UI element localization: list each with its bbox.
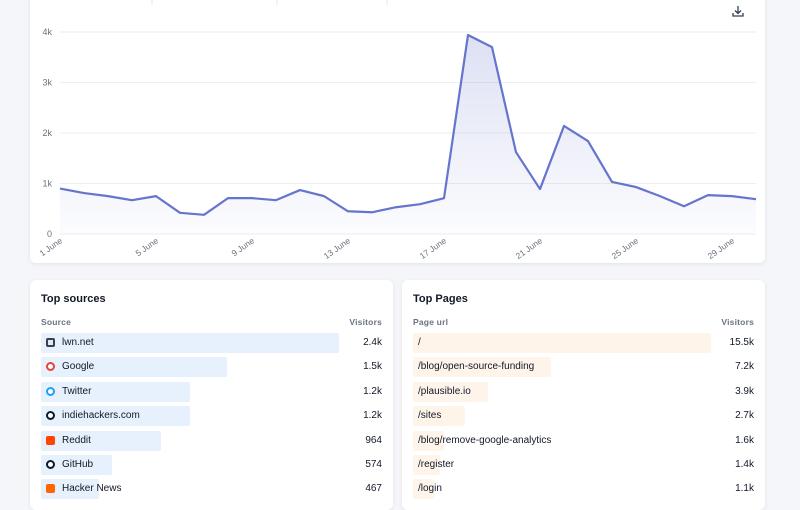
table-row[interactable]: /login 1.1k [413,479,754,500]
label-text: Hacker News [62,483,122,495]
table-row[interactable]: Reddit 964 [41,430,382,451]
table-row[interactable]: indiehackers.com 1.2k [41,406,382,427]
y-tick-label: 2k [42,128,52,138]
bar [413,381,488,402]
row-label: /blog/remove-google-analytics [418,435,551,446]
source-icon [46,411,55,421]
visitors: 964 [365,434,382,446]
table-row[interactable]: lwn.net 2.4k [41,333,382,353]
bar [41,455,113,475]
top-pages-card: Top Pages Page url Visitors / 15.5k/blog/ope… [402,280,765,510]
row-label: Hacker News [46,483,121,494]
visitors: 15.5k [729,337,754,348]
visitors: 1.4k [735,459,754,470]
label-text: /blog/open-source-funding [418,361,535,373]
bar [413,430,444,451]
row-label: /sites [418,410,441,421]
row-label: Google [46,361,94,372]
source-icon [46,435,55,445]
column-header: Page url [413,317,449,327]
visitors: 574 [365,459,382,470]
column-header: Source [41,317,72,327]
row-label: lwn.net [46,337,94,348]
y-tick-label: 3k [42,78,52,88]
visitors: 1.2k [363,385,382,397]
source-icon [46,460,55,469]
row-label: Twitter [46,386,91,397]
row-label: Reddit [46,435,91,446]
bar [413,455,440,475]
source-icon [46,362,55,372]
label-text: Twitter [62,385,92,397]
row-label: GitHub [46,459,93,470]
label-text: lwn.net [62,337,94,348]
label-text: /plausible.io [418,385,471,397]
bar [413,406,465,427]
y-tick-label: 4k [42,27,52,37]
bar [41,479,99,500]
y-tick-label: 1k [42,179,52,189]
row-label: /plausible.io [418,386,471,397]
table-row[interactable]: Twitter 1.2k [41,381,382,402]
visitors: 1.6k [735,434,754,446]
row-label: /login [418,483,442,494]
row-label: / [418,337,421,348]
table-row[interactable]: /sites 2.7k [413,406,754,427]
top-sources-card: Top sources Source Visitors lwn.net 2.4k Goog… [30,280,393,510]
visitors: 467 [365,483,382,495]
label-text: Reddit [62,434,91,446]
visitors: 2.7k [735,410,754,422]
row-label: indiehackers.com [46,410,140,421]
label-text: GitHub [62,459,94,470]
table-row[interactable]: GitHub 574 [41,455,382,475]
table-row[interactable]: / 15.5k [413,333,754,353]
visitors: 1.2k [363,410,382,422]
visitors: 3.9k [735,385,754,397]
bar [41,406,190,427]
row-label: /register [418,459,454,470]
download-button[interactable] [732,6,744,17]
bar [41,357,228,378]
source-icon [46,484,55,494]
bar [41,333,339,353]
label-text: /blog/remove-google-analytics [418,434,552,446]
row-label: /blog/open-source-funding [418,361,534,372]
card-title: Top Pages [413,293,468,305]
label-text: / [418,337,421,348]
label-text: Google [62,361,95,373]
bar [41,381,190,402]
label-text: /login [418,483,442,495]
table-row[interactable]: /plausible.io 3.9k [413,381,754,402]
table-row[interactable]: Hacker News 467 [41,479,382,500]
source-icon [46,386,55,396]
visitors: 2.4k [363,337,382,348]
column-header: Visitors [349,317,382,327]
label-text: indiehackers.com [62,410,140,422]
table-row[interactable]: /blog/open-source-funding 7.2k [413,357,754,378]
area [60,35,756,234]
bar [41,430,161,451]
visitors: 1.5k [363,361,382,373]
y-tick-label: 0 [47,229,52,239]
source-icon [46,338,55,347]
card-title: Top sources [41,293,106,305]
bar [413,357,552,378]
column-header: Visitors [721,317,754,327]
table-row[interactable]: /register 1.4k [413,455,754,475]
visitors: 1.1k [735,483,754,495]
table-row[interactable]: Google 1.5k [41,357,382,378]
label-text: /sites [418,410,442,422]
bar [413,479,435,500]
label-text: /register [418,459,455,470]
line [59,33,757,216]
table-row[interactable]: /blog/remove-google-analytics 1.6k [413,430,754,451]
visitors: 7.2k [735,361,754,373]
bar [413,333,711,353]
